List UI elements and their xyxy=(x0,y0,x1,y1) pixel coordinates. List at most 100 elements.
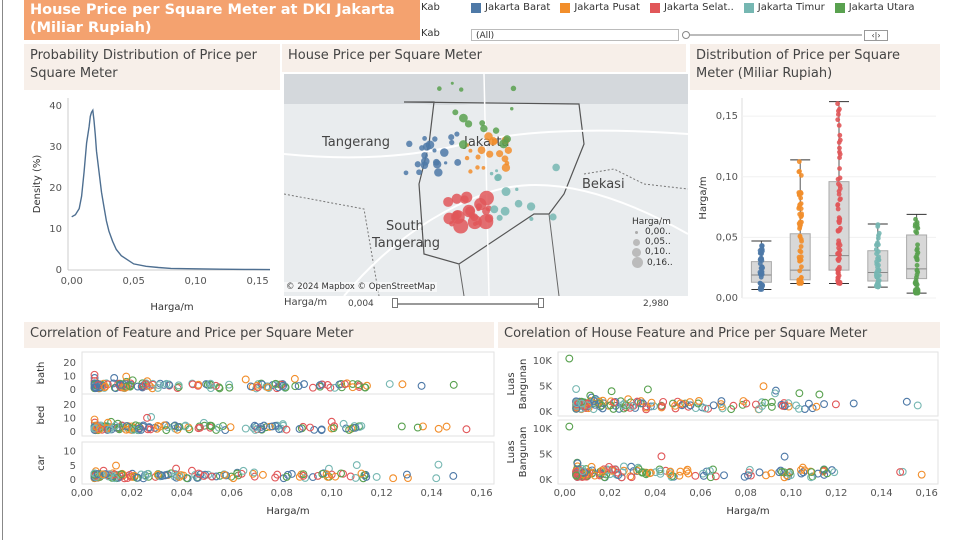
corr-left-chart[interactable]: 0 10 20 bath 0 10 20 bed 0 5 10 car 0,00 0,02 0,04 0,06… xyxy=(24,348,496,534)
scatter-point xyxy=(95,425,104,434)
scatter-point xyxy=(573,459,582,468)
kab-slider[interactable] xyxy=(682,31,862,39)
scatter-point xyxy=(739,397,748,405)
map-point xyxy=(500,206,510,216)
scatter-y-tick: 10 xyxy=(63,413,76,424)
scatter-point xyxy=(804,399,813,408)
kab-filter-dropdown[interactable]: (All) xyxy=(471,29,679,41)
chevron-left-icon[interactable]: ‹ xyxy=(871,31,875,40)
box-y-tick: 0,15 xyxy=(716,111,738,122)
legend-item[interactable]: Jakarta Utara xyxy=(834,2,915,13)
chevron-right-icon[interactable]: › xyxy=(877,31,881,40)
scatter-point xyxy=(831,400,840,409)
scatter-point xyxy=(310,425,319,434)
kab-slider-handle[interactable] xyxy=(682,31,690,39)
map-point xyxy=(464,120,473,128)
box-chart[interactable]: 0,00 0,05 0,10 0,15 Harga/m xyxy=(690,92,940,314)
scatter-point xyxy=(628,402,637,410)
legend-item[interactable]: Jakarta Barat xyxy=(471,2,550,13)
scatter-point xyxy=(122,382,131,391)
scatter-point xyxy=(686,401,695,410)
scatter-point xyxy=(91,383,100,392)
scatter-point xyxy=(315,381,324,390)
scatter-point xyxy=(776,466,785,475)
kab-slider-track xyxy=(690,34,862,36)
scatter-point xyxy=(755,405,764,414)
scatter-point xyxy=(591,400,600,409)
scatter-point xyxy=(618,401,627,409)
box-point xyxy=(758,284,763,290)
map-point xyxy=(459,87,464,92)
scatter-x-tick: 0,08 xyxy=(271,488,293,499)
scatter-row-label: Bangunan xyxy=(518,427,529,478)
scatter-point xyxy=(147,413,156,421)
scatter-point xyxy=(110,474,119,483)
scatter-point xyxy=(449,472,458,480)
scatter-x-tick: 0,14 xyxy=(870,488,892,499)
scatter-row-label: bath xyxy=(36,362,47,385)
scatter-point xyxy=(110,374,119,382)
legend-item[interactable]: Jakarta Selat.. xyxy=(649,2,734,13)
map-point xyxy=(514,199,523,208)
map-point xyxy=(440,148,449,157)
scatter-point xyxy=(705,466,714,475)
map-slider-handle-max[interactable] xyxy=(538,298,544,308)
map-label-south-tangerang: Tangerang xyxy=(372,236,441,251)
scatter-row-frame xyxy=(557,419,939,485)
box-point xyxy=(835,275,841,281)
box-point xyxy=(798,206,804,212)
scatter-y-tick: 0 xyxy=(70,475,76,486)
scatter-point xyxy=(271,379,280,388)
kab-filter-label-top: Kab xyxy=(421,2,440,13)
map-point xyxy=(485,205,492,212)
box-point xyxy=(799,213,805,219)
map-point xyxy=(484,132,493,141)
scatter-point xyxy=(898,467,907,476)
scatter-x-tick: 0,06 xyxy=(221,488,243,499)
scatter-point xyxy=(133,473,142,482)
scatter-point xyxy=(634,465,643,474)
scatter-point xyxy=(156,471,165,480)
scatter-point xyxy=(413,423,422,432)
map-slider-track[interactable] xyxy=(396,303,540,305)
box-jakarta-timur xyxy=(867,222,889,290)
box-jakarta-utara xyxy=(906,213,928,296)
scatter-y-tick: 5K xyxy=(539,382,552,393)
scatter-point xyxy=(778,468,786,476)
map-points-layer[interactable] xyxy=(284,74,688,296)
scatter-point xyxy=(239,466,248,475)
box-point xyxy=(875,235,881,241)
legend-label: Jakarta Selat.. xyxy=(663,2,734,13)
scatter-point xyxy=(767,402,776,411)
density-x-tick: 0,15 xyxy=(246,276,268,287)
scatter-point xyxy=(90,469,99,478)
box-point xyxy=(837,247,843,253)
scatter-point xyxy=(363,381,371,390)
scatter-y-tick: 20 xyxy=(63,400,76,411)
density-chart[interactable]: 0 10 20 30 40 0,00 0,05 0,10 0,15 Harga/m Density … xyxy=(24,90,280,320)
scatter-point xyxy=(122,425,131,434)
map-slider-handle-min[interactable] xyxy=(392,298,398,308)
box-point xyxy=(835,202,841,208)
size-legend-item: 0,10.. xyxy=(632,247,688,257)
map-point xyxy=(489,171,494,176)
scatter-point xyxy=(138,379,147,388)
legend-item[interactable]: Jakarta Timur xyxy=(743,2,825,13)
scatter-point xyxy=(642,405,651,414)
size-legend-label: 0,16.. xyxy=(647,257,673,268)
legend-item[interactable]: Jakarta Pusat xyxy=(560,2,640,13)
scatter-point xyxy=(795,389,804,398)
kab-stepper[interactable]: ‹|› xyxy=(864,30,888,41)
box-point xyxy=(915,289,921,295)
map-label-bekasi: Bekasi xyxy=(582,177,625,192)
box-point xyxy=(796,159,802,165)
map-view[interactable]: Tangerang Jakarta Bekasi South Tangerang… xyxy=(284,74,688,296)
map-point xyxy=(433,160,442,169)
scatter-point xyxy=(807,468,816,477)
scatter-point xyxy=(434,424,443,433)
density-y-tick: 20 xyxy=(49,183,62,194)
scatter-point xyxy=(767,469,776,478)
box-point xyxy=(914,262,920,268)
map-point xyxy=(499,139,509,149)
